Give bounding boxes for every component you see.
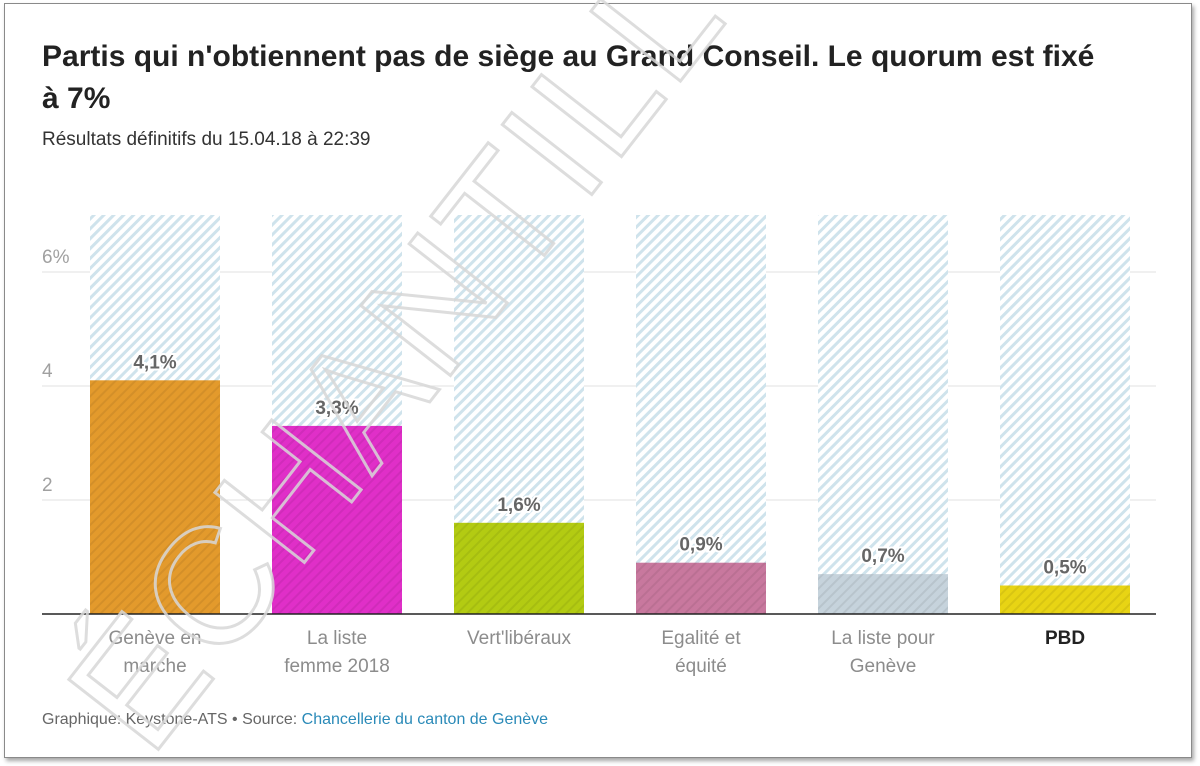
category-label-line: La liste [307, 628, 367, 649]
x-category-label: La liste femme 2018 [284, 628, 390, 677]
chart-footer: Graphique: Keystone-ATS • Source: Chance… [42, 711, 548, 729]
x-category-label: La liste pour Genève [831, 628, 935, 677]
value-label: 0,5% [1043, 558, 1086, 579]
chart-title: Partis qui n'obtiennent pas de siège au … [42, 40, 1095, 115]
quorum-background-bar [818, 215, 948, 614]
y-tick-label: 2 [42, 475, 53, 496]
x-category-label: Egalité et équité [661, 628, 741, 677]
x-category-label: Genève en marche [109, 628, 202, 677]
value-label: 0,9% [679, 535, 722, 556]
category-label-line: femme 2018 [284, 656, 390, 677]
separator: • [227, 711, 243, 728]
value-label: 3,3% [315, 398, 358, 419]
bar-pbd [1000, 585, 1130, 614]
x-category-label: PBD [1045, 628, 1085, 649]
category-label-line: PBD [1045, 628, 1085, 649]
value-label: 1,6% [497, 495, 540, 516]
category-label-line: marche [123, 656, 186, 677]
bar-vert-lib-raux [454, 522, 584, 614]
category-label-line: Genève en [109, 628, 202, 649]
category-label-line: Genève [850, 656, 917, 677]
chart-subtitle: Résultats définitifs du 15.04.18 à 22:39 [42, 129, 371, 150]
category-label-line: La liste pour [831, 628, 935, 649]
bar-la-liste-pour-gen-ve [818, 574, 948, 614]
quorum-background-bar [636, 215, 766, 614]
category-label-line: Egalité et [661, 628, 741, 649]
category-label-line: Vert'libéraux [467, 628, 571, 649]
source-link[interactable]: Chancellerie du canton de Genève [301, 711, 549, 728]
y-tick-label: 4 [42, 361, 53, 382]
source-label: Source: [242, 711, 302, 728]
value-label: 0,7% [861, 546, 904, 567]
quorum-background-bar [1000, 215, 1130, 614]
x-category-label: Vert'libéraux [467, 628, 571, 649]
credit-text: Graphique: Keystone-ATS [42, 711, 228, 728]
bar-gen-ve-en-marche [90, 380, 220, 614]
value-label: 4,1% [133, 352, 176, 373]
bar-la-liste-femme-2018 [272, 425, 402, 614]
y-tick-label: 6% [42, 247, 70, 268]
category-label-line: équité [675, 656, 727, 677]
bar-egalit-et-quit- [636, 562, 766, 614]
